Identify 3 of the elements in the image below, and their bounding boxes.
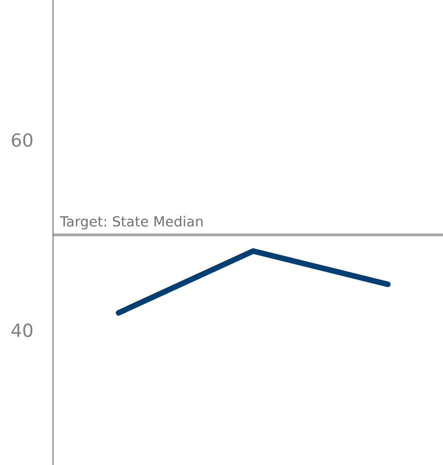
y-tick-label: 60 (12, 133, 32, 147)
y-tick-label: 40 (11, 323, 32, 338)
ref-line-label: Target: State Median (60, 216, 203, 230)
